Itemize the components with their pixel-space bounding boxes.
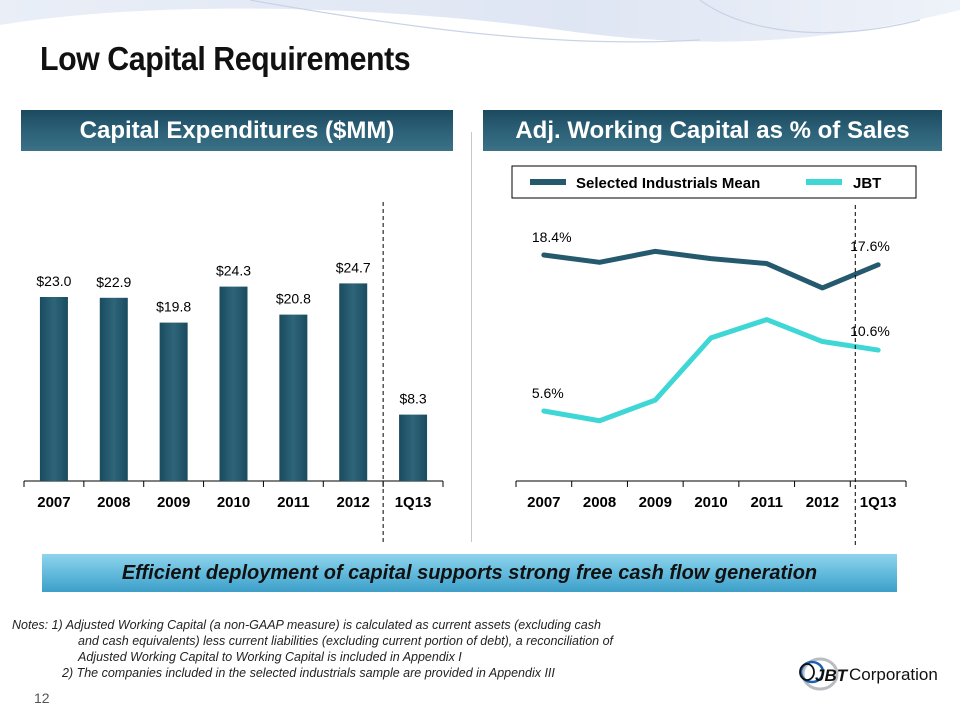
footnote-line: Adjusted Working Capital to Working Capi…: [78, 650, 462, 664]
bar: [339, 283, 368, 481]
x-tick-label: 2012: [806, 494, 839, 511]
header-swoosh-decoration: [0, 0, 960, 43]
bar-data-label: $22.9: [96, 274, 131, 290]
bar-data-label: $24.3: [216, 263, 251, 279]
x-tick-label: 2009: [157, 494, 190, 511]
key-message-banner: Efficient deployment of capital supports…: [42, 554, 897, 592]
page-number: 12: [34, 690, 50, 706]
x-tick-label: 2008: [97, 494, 130, 511]
working-capital-line-chart: Selected Industrials Mean JBT 2007 2008 2009…: [511, 165, 917, 545]
footnote-line: and cash equivalents) less current liabi…: [78, 634, 614, 648]
bar-data-label: $24.7: [336, 259, 371, 275]
logo-mark-text: JBT: [815, 666, 849, 685]
data-label: 18.4%: [532, 229, 572, 245]
x-tick-label: 2007: [37, 494, 70, 511]
x-tick-label: 2010: [694, 494, 727, 511]
capex-bar-chart: $23.0 2007 $22.9 2008 $19.8 2009 $24.3 2010 $20.…: [23, 202, 444, 545]
x-tick-label: 1Q13: [860, 494, 897, 511]
x-tick-label: 2011: [750, 494, 783, 511]
x-tick-label: 2011: [277, 494, 310, 511]
logo-word-text: Corporation: [849, 665, 938, 684]
chart-legend: Selected Industrials Mean JBT: [511, 165, 917, 199]
bar-data-label: $20.8: [276, 291, 311, 307]
x-tick-label: 2008: [583, 494, 616, 511]
slide-title: Low Capital Requirements: [40, 40, 411, 77]
working-capital-chart-title: Adj. Working Capital as % of Sales: [483, 110, 942, 151]
legend-box: [511, 165, 917, 199]
x-tick-label: 2010: [217, 494, 250, 511]
bar: [399, 414, 428, 481]
bar: [279, 314, 308, 481]
x-tick-label: 2012: [337, 494, 370, 511]
x-tick-label: 1Q13: [395, 494, 432, 511]
series-line-jbt: [541, 317, 881, 424]
bar: [159, 322, 188, 481]
data-label: 5.6%: [532, 385, 564, 401]
bar: [219, 286, 248, 481]
x-tick-label: 2009: [639, 494, 672, 511]
bar-data-label: $23.0: [36, 273, 71, 289]
series-line-selected-industrials-mean: [541, 248, 881, 291]
footnotes: Notes: 1) Adjusted Working Capital (a no…: [12, 617, 782, 681]
capex-chart-title: Capital Expenditures ($MM): [21, 110, 453, 151]
data-label: 17.6%: [850, 238, 890, 254]
data-label: 10.6%: [850, 323, 890, 339]
bar: [99, 297, 128, 481]
bar-data-label: $19.8: [156, 299, 191, 315]
panel-divider: [471, 132, 472, 542]
legend-label: Selected Industrials Mean: [576, 175, 760, 192]
legend-label: JBT: [853, 175, 881, 192]
jbt-corporation-logo: JBT Corporation: [799, 657, 938, 691]
footnote-line: Notes: 1) Adjusted Working Capital (a no…: [12, 618, 601, 632]
x-tick-label: 2007: [527, 494, 560, 511]
footnote-line: 2) The companies included in the selecte…: [62, 666, 555, 680]
bar-data-label: $8.3: [399, 391, 426, 407]
bar: [39, 297, 68, 481]
